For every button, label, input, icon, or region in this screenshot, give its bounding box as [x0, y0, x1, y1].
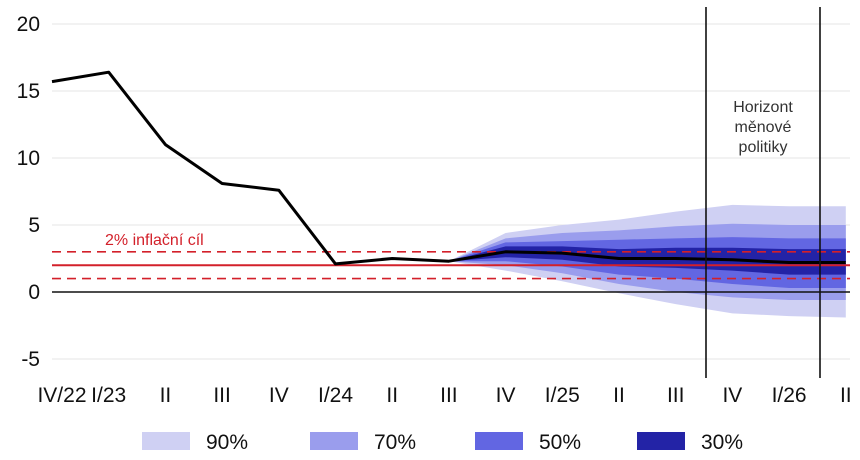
y-tick-label: -5: [21, 348, 40, 371]
legend-label: 70%: [374, 431, 416, 454]
x-tick-label: I/26: [772, 384, 807, 407]
legend: 90% 70% 50% 30%: [142, 431, 743, 454]
x-tick-label: I/23: [91, 384, 126, 407]
x-tick-label: IV/22: [37, 384, 86, 407]
y-tick-label: 0: [28, 281, 40, 304]
policy-horizon: Horizont měnové politiky: [705, 7, 821, 378]
legend-swatch-30pct: [637, 432, 685, 450]
x-tick-label: II: [386, 384, 398, 407]
x-tick-label: III: [667, 384, 685, 407]
inflation-target-label: 2% inflační cíl: [105, 232, 204, 249]
y-tick-label: 5: [28, 214, 40, 237]
x-axis-ticks: IV/22 I/23 II III IV I/24 II III IV I/25 II III IV I/…: [37, 384, 851, 407]
x-tick-label: IV: [722, 384, 742, 407]
legend-label: 30%: [701, 431, 743, 454]
data-lines: [51, 70, 850, 293]
inflation-target: 2% inflační cíl: [52, 232, 850, 280]
y-axis-ticks: 20 15 10 5 0 -5: [17, 13, 40, 371]
x-tick-label: II: [160, 384, 172, 407]
y-tick-label: 10: [17, 147, 40, 170]
x-tick-label: II: [840, 384, 852, 407]
x-tick-label: III: [213, 384, 231, 407]
x-tick-label: IV: [496, 384, 516, 407]
forecast-fan-bands: [448, 204, 846, 318]
legend-swatch-90pct: [142, 432, 190, 450]
legend-label: 50%: [539, 431, 581, 454]
x-tick-label: III: [440, 384, 458, 407]
policy-horizon-label-line-3: politiky: [739, 139, 788, 156]
y-tick-label: 20: [17, 13, 40, 36]
y-tick-label: 15: [17, 80, 40, 103]
x-tick-label: IV: [269, 384, 289, 407]
policy-horizon-label-line-1: Horizont: [733, 99, 793, 116]
x-tick-label: I/25: [545, 384, 580, 407]
x-tick-label: II: [613, 384, 625, 407]
series-line: [51, 70, 846, 266]
legend-swatch-70pct: [310, 432, 358, 450]
policy-horizon-label-line-2: měnové: [735, 119, 792, 136]
legend-swatch-50pct: [475, 432, 523, 450]
legend-label: 90%: [206, 431, 248, 454]
x-tick-label: I/24: [318, 384, 353, 407]
